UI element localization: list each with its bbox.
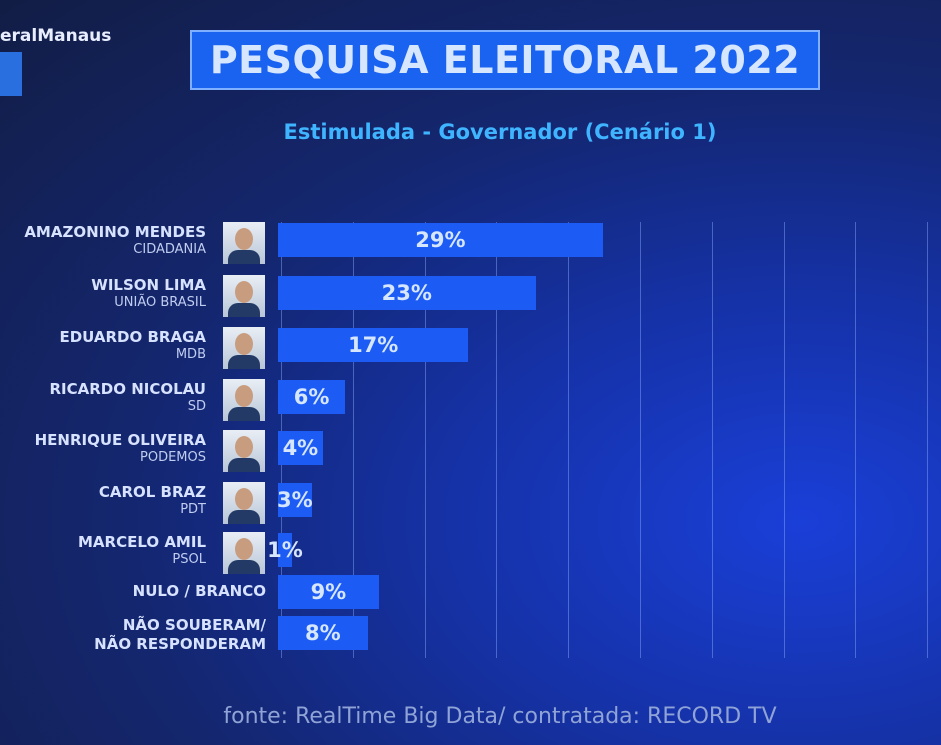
gridline	[927, 222, 929, 658]
candidate-name: MARCELO AMIL	[77, 533, 206, 551]
gridline	[711, 222, 713, 658]
gridline	[568, 222, 570, 658]
bar-value-label: 29%	[415, 228, 466, 252]
candidate-party: PODEMOS	[140, 450, 206, 465]
gridline	[855, 222, 857, 658]
bar-value-label: 9%	[310, 580, 347, 604]
page-title: PESQUISA ELEITORAL 2022	[209, 38, 801, 82]
bar-value-label: 3%	[276, 488, 313, 512]
bar-value-label: 4%	[282, 436, 319, 460]
bar-value-label: 1%	[267, 538, 303, 562]
bar: 6%	[278, 380, 346, 414]
bar: 17%	[278, 328, 469, 362]
candidate-photo	[223, 222, 265, 264]
bar: 8%	[278, 616, 368, 650]
candidate-party: CIDADANIA	[133, 242, 206, 257]
gridline	[424, 222, 426, 658]
bar: 23%	[278, 276, 536, 310]
other-label-line: NÃO RESPONDERAM	[94, 635, 266, 653]
candidate-party: MDB	[175, 347, 206, 362]
bar-value-label: 23%	[381, 281, 432, 305]
bar: 1%	[267, 533, 303, 567]
gridline	[783, 222, 785, 658]
candidate-party: UNIÃO BRASIL	[114, 295, 206, 310]
bar-value-label: 8%	[304, 621, 341, 645]
other-label: NÃO SOUBERAM/NÃO RESPONDERAM	[94, 616, 266, 654]
gridline	[496, 222, 498, 658]
candidate-name: WILSON LIMA	[91, 276, 206, 294]
bar: 4%	[278, 431, 323, 465]
candidate-photo	[223, 275, 265, 317]
candidate-name: AMAZONINO MENDES	[24, 223, 206, 241]
bar: 9%	[278, 575, 379, 609]
bar: 29%	[278, 223, 603, 257]
chart-subtitle: Estimulada - Governador (Cenário 1)	[283, 120, 717, 144]
bar-value-label: 6%	[293, 385, 330, 409]
other-label: NULO / BRANCO	[132, 582, 266, 600]
bar-value-label: 17%	[348, 333, 399, 357]
source-note: fonte: RealTime Big Data/ contratada: RE…	[223, 704, 777, 729]
candidate-party: SD	[187, 399, 206, 414]
candidate-photo	[223, 430, 265, 472]
gridline	[352, 222, 354, 658]
other-label-line: NÃO SOUBERAM/	[122, 616, 266, 634]
gridline	[640, 222, 641, 658]
title-box: PESQUISA ELEITORAL 2022	[190, 30, 820, 90]
candidate-party: PDT	[180, 502, 206, 517]
candidate-party: PSOL	[172, 552, 206, 567]
candidate-name: RICARDO NICOLAU	[49, 380, 206, 398]
channel-brand: eralManaus	[0, 26, 112, 46]
candidate-photo	[223, 327, 265, 369]
candidate-name: EDUARDO BRAGA	[59, 328, 206, 346]
candidate-name: CAROL BRAZ	[98, 483, 206, 501]
candidate-photo	[223, 379, 265, 421]
candidate-photo	[223, 532, 265, 574]
bar: 3%	[276, 483, 313, 517]
candidate-photo	[223, 482, 265, 524]
candidate-name: HENRIQUE OLIVEIRA	[34, 431, 206, 449]
channel-logo	[0, 52, 22, 96]
